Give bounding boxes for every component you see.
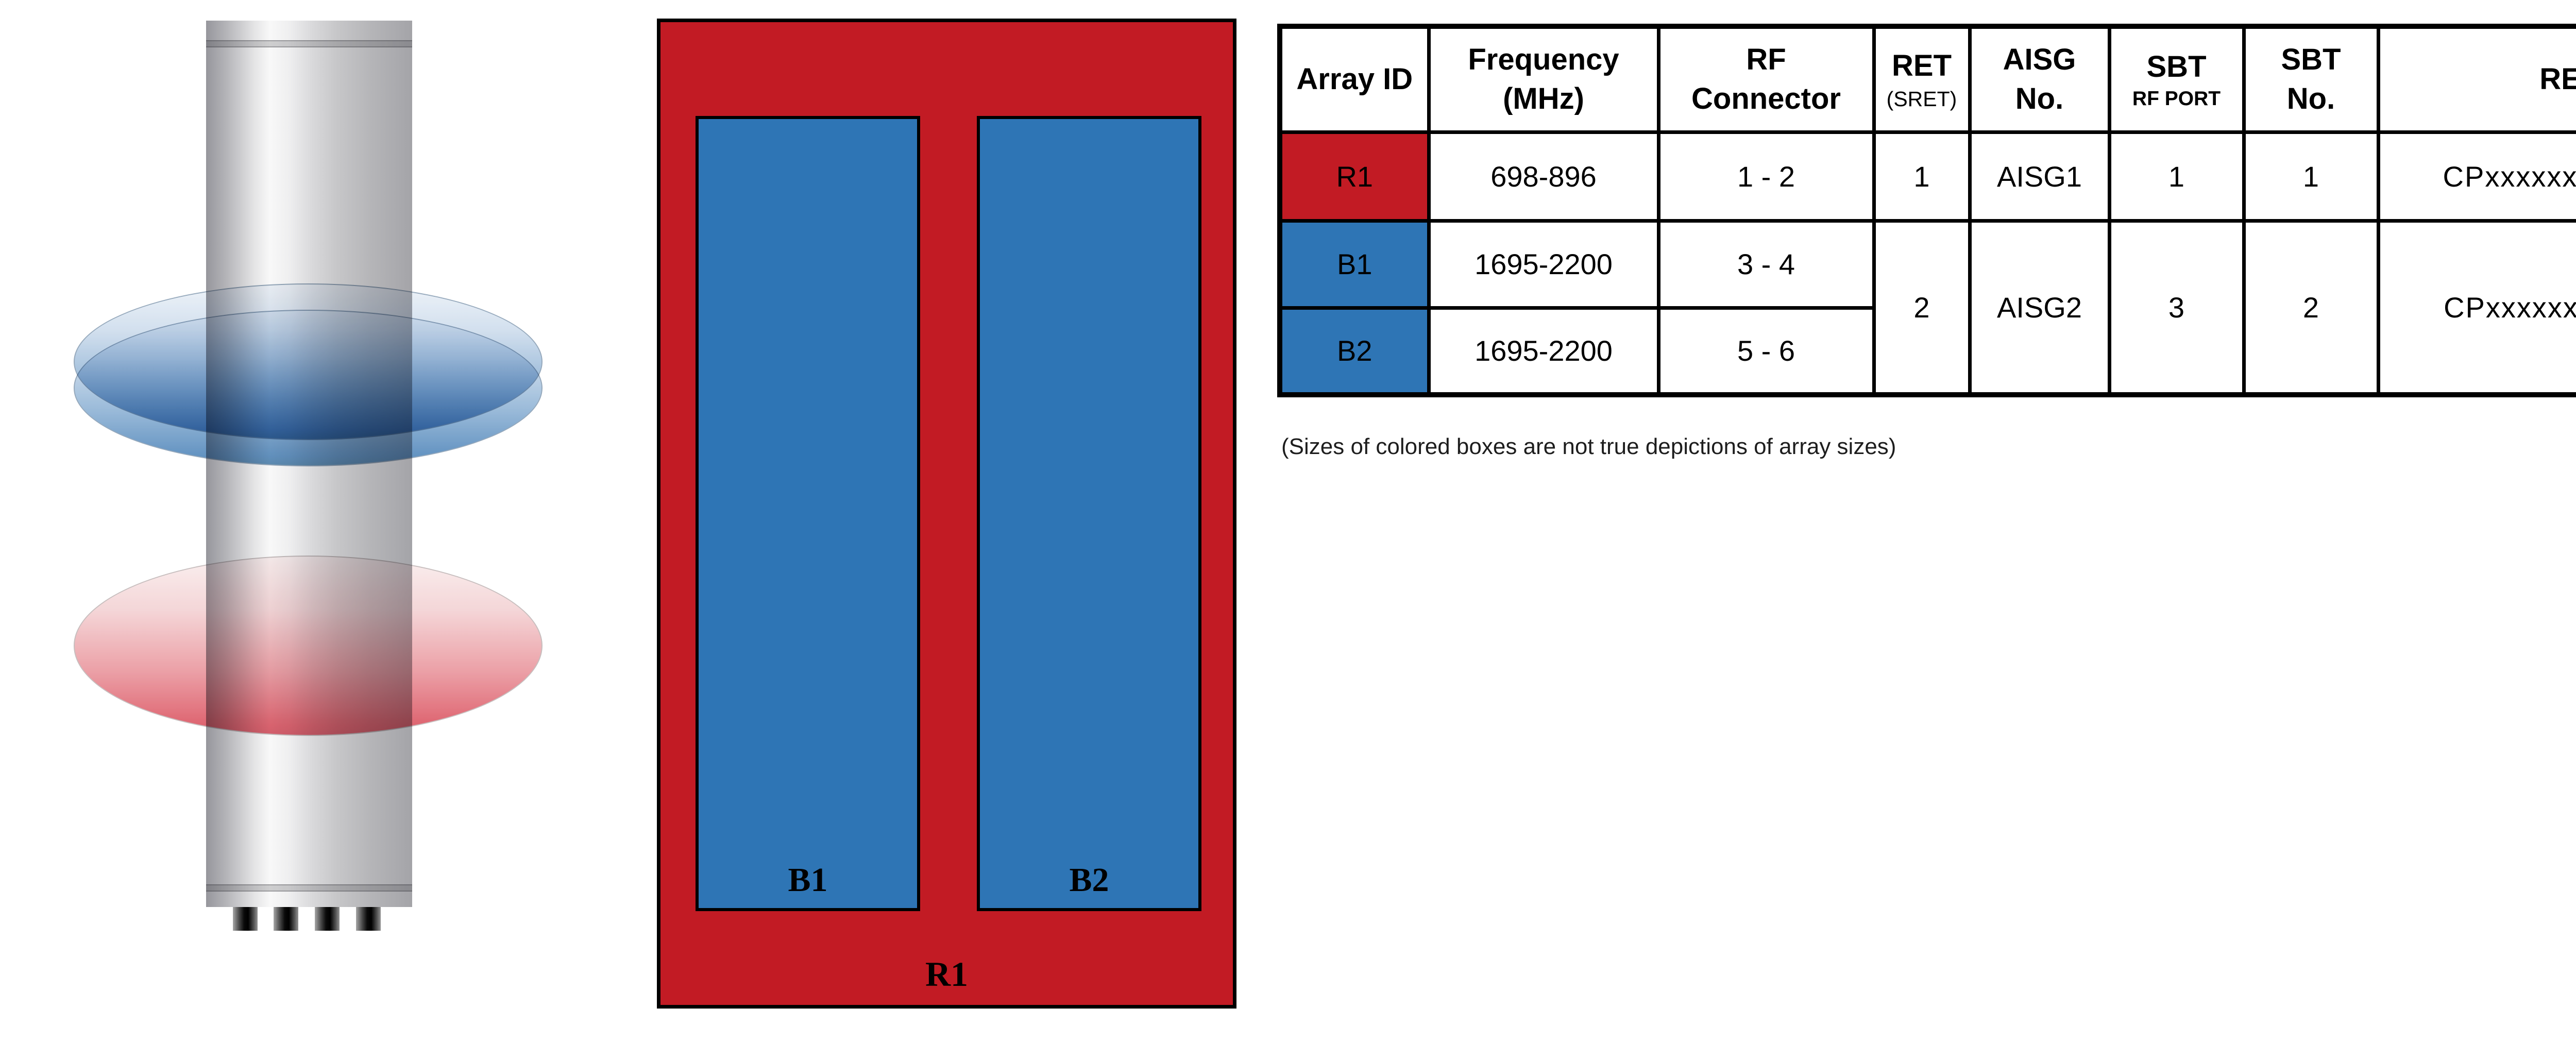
col-header-sbt-rf-port: SBT RF PORT xyxy=(2107,24,2246,134)
cell-b1-rf-connector: 3 - 4 xyxy=(1656,219,1876,310)
rf-connector-stub-1 xyxy=(233,907,258,931)
col-header-sbt-no-line1: SBT xyxy=(2281,42,2341,76)
col-header-frequency-line1: Frequency xyxy=(1468,42,1619,76)
array-box-b1: B1 xyxy=(696,116,920,911)
rf-connector-stub-3 xyxy=(315,907,340,931)
cell-r1-ret-uid: CPxxxxxxxxxxxxxxxR1 xyxy=(2376,130,2576,223)
array-size-note: (Sizes of colored boxes are not true dep… xyxy=(1281,434,1896,459)
red-beam-disk xyxy=(74,556,543,736)
spec-table: Array ID Frequency (MHz) RF Connector RE… xyxy=(1277,24,2576,397)
col-header-aisg-no: AISG No. xyxy=(1968,24,2111,134)
cell-r1-ret: 1 xyxy=(1872,130,1972,223)
cell-r1-aisg: AISG1 xyxy=(1968,130,2111,223)
cylinder-bottom-seam xyxy=(206,884,412,892)
cell-b2-rf-connector: 5 - 6 xyxy=(1656,306,1876,397)
cell-b1-array-id: B1 xyxy=(1278,219,1431,310)
col-header-aisg-line1: AISG xyxy=(2003,42,2076,76)
cell-r1-sbt-rf-port: 1 xyxy=(2107,130,2246,223)
rf-connector-stub-4 xyxy=(356,907,381,931)
cell-r1-sbt-no: 1 xyxy=(2242,130,2380,223)
cell-b-merged-sbt-no: 2 xyxy=(2242,219,2380,397)
col-header-rf-connector: RF Connector xyxy=(1656,24,1876,134)
rf-connector-stub-2 xyxy=(274,907,298,931)
array-label-b2: B2 xyxy=(1069,861,1109,899)
array-label-b1: B1 xyxy=(788,861,828,899)
col-header-array-id: Array ID xyxy=(1278,24,1431,134)
cell-b2-frequency: 1695-2200 xyxy=(1427,306,1660,397)
table-row-r1: R1 698-896 1 - 2 1 AISG1 1 1 CPxxxxxxxxx… xyxy=(1278,130,2576,223)
cell-b-merged-sbt-rf-port: 3 xyxy=(2107,219,2246,397)
col-header-rf-connector-line2: Connector xyxy=(1691,82,1841,116)
cell-b-merged-aisg: AISG2 xyxy=(1968,219,2111,397)
col-header-sbt-rf-line1: SBT xyxy=(2146,49,2207,83)
cell-r1-array-id: R1 xyxy=(1278,130,1431,223)
col-header-sbt-rf-line2: RF PORT xyxy=(2132,88,2221,110)
col-header-frequency-line2: (MHz) xyxy=(1503,82,1584,116)
cylinder-top-seam xyxy=(206,40,412,47)
col-header-aisg-line2: No. xyxy=(2015,82,2064,116)
col-header-sbt-no: SBT No. xyxy=(2242,24,2380,134)
array-label-r1: R1 xyxy=(925,954,969,994)
array-box-b2: B2 xyxy=(977,116,1201,911)
col-header-rf-connector-line1: RF xyxy=(1746,42,1786,76)
cell-b2-array-id: B2 xyxy=(1278,306,1431,397)
header-row: Array ID Frequency (MHz) RF Connector RE… xyxy=(1278,24,2576,134)
table-row-b2: B2 1695-2200 5 - 6 xyxy=(1278,306,2576,397)
col-header-ret-sret: RET (SRET) xyxy=(1872,24,1972,134)
blue-beam-disk-lower xyxy=(74,310,543,466)
col-header-sbt-no-line2: No. xyxy=(2286,82,2335,116)
cell-b-merged-ret-uid: CPxxxxxxxxxxxxxxxB1 xyxy=(2376,219,2576,397)
spec-table-container: Array ID Frequency (MHz) RF Connector RE… xyxy=(1277,24,2576,397)
table-row-b1: B1 1695-2200 3 - 4 2 AISG2 3 2 CPxxxxxxx… xyxy=(1278,219,2576,397)
cell-b1-frequency: 1695-2200 xyxy=(1427,219,1660,310)
col-header-ret-line2: (SRET) xyxy=(1886,87,1957,111)
col-header-ret-line1: RET xyxy=(1892,49,1952,83)
cell-b-merged-ret: 2 xyxy=(1872,219,1972,397)
col-header-ret-uid: RET UID xyxy=(2376,24,2576,134)
cell-r1-rf-connector: 1 - 2 xyxy=(1656,130,1876,223)
cell-r1-frequency: 698-896 xyxy=(1427,130,1660,223)
col-header-frequency: Frequency (MHz) xyxy=(1427,24,1660,134)
